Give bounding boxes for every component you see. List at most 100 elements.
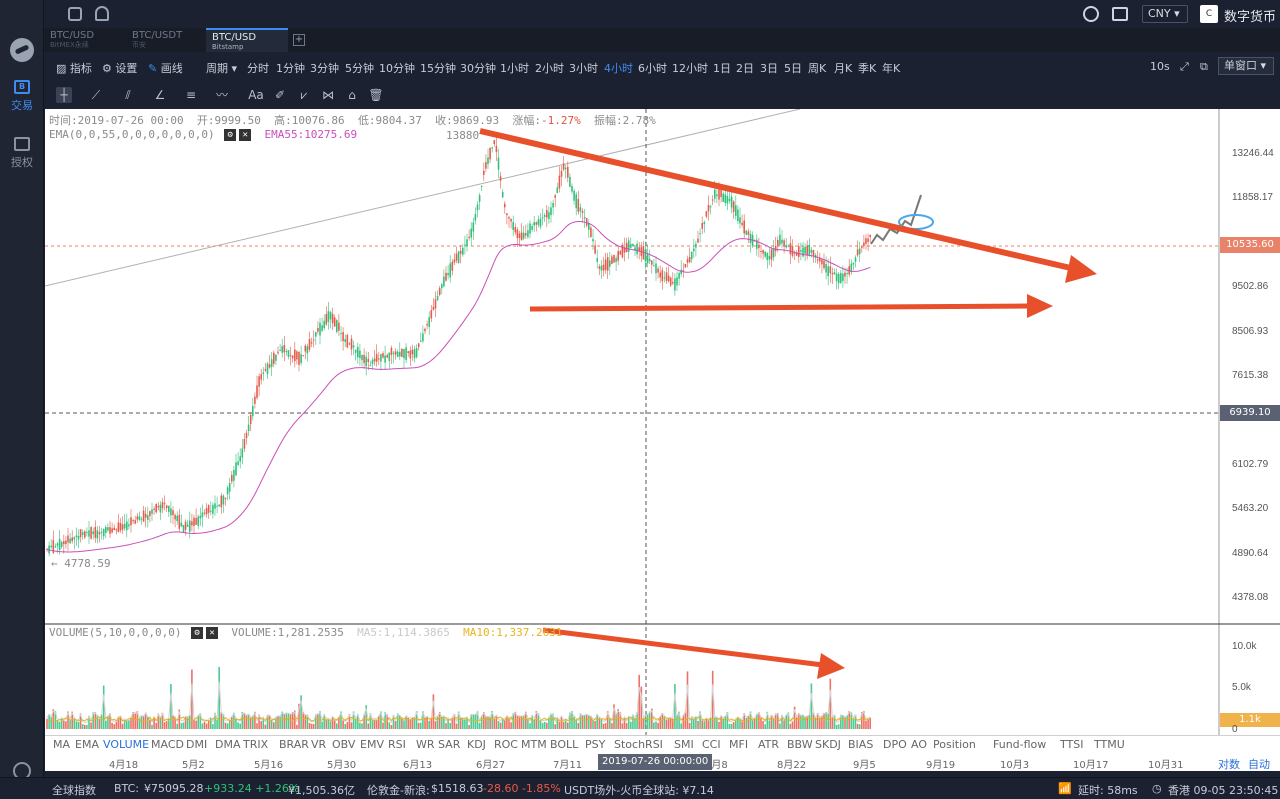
fullscreen-icon[interactable]: ⤢ (1180, 60, 1189, 73)
interval-5[interactable]: 15分钟 (420, 62, 456, 75)
interval-2[interactable]: 3分钟 (310, 62, 339, 75)
wave-icon[interactable]: 〰 (215, 88, 228, 102)
ema-settings-icon[interactable]: ⚙ (224, 129, 237, 141)
indicator-dmi[interactable]: DMI (186, 738, 208, 751)
interval-0[interactable]: 分时 (247, 62, 269, 75)
indicator-obv[interactable]: OBV (332, 738, 356, 751)
indicator-fund-flow[interactable]: Fund-flow (993, 738, 1047, 751)
tshirt-icon[interactable] (1112, 7, 1128, 21)
avatar[interactable]: C (1200, 5, 1218, 23)
indicator-trix[interactable]: TRIX (243, 738, 269, 751)
window-icon[interactable] (68, 7, 82, 21)
interval-19[interactable]: 季K (858, 62, 877, 75)
indicator-volume[interactable]: VOLUME (103, 738, 150, 751)
interval-1[interactable]: 1分钟 (276, 62, 305, 75)
indicator-stochrsi[interactable]: StochRSI (614, 738, 663, 751)
interval-7[interactable]: 1小时 (500, 62, 529, 75)
settings-button[interactable]: ⚙ 设置 (102, 62, 138, 75)
window-mode-select[interactable]: 单窗口 ▾ (1218, 57, 1274, 75)
search-icon[interactable] (1083, 6, 1099, 22)
tab-bitstamp[interactable]: BTC/USD Bitstamp (206, 28, 288, 52)
logo-icon[interactable] (10, 38, 34, 62)
indicator-bbw[interactable]: BBW (787, 738, 813, 751)
indicator-atr[interactable]: ATR (758, 738, 780, 751)
trash-icon[interactable]: 🗑 (368, 88, 384, 102)
tab-bitmex[interactable]: BTC/USD BitMEX永续 (44, 28, 122, 52)
date-tick: 10月3 (1000, 760, 1030, 771)
indicator-cci[interactable]: CCI (702, 738, 721, 751)
global-index[interactable]: 全球指数 (52, 784, 96, 797)
indicator-bias[interactable]: BIAS (848, 738, 874, 751)
chart-panel[interactable]: 时间:2019-07-26 00:00 开:9999.50 高:10076.86… (45, 109, 1280, 735)
fib-icon[interactable]: ⫽ (125, 88, 131, 102)
popout-icon[interactable]: ⧉ (1200, 60, 1208, 73)
indicator-ao[interactable]: AO (911, 738, 927, 751)
interval-20[interactable]: 年K (882, 62, 901, 75)
interval-13[interactable]: 1日 (713, 62, 731, 75)
candlestick-chart[interactable] (45, 109, 1280, 735)
interval-6[interactable]: 30分钟 (460, 62, 496, 75)
period-dropdown[interactable]: 周期 ▾ (206, 62, 238, 75)
hline-icon[interactable]: ≡ (185, 88, 197, 102)
interval-17[interactable]: 周K (808, 62, 827, 75)
indicator-position[interactable]: Position (933, 738, 976, 751)
indicator-wr[interactable]: WR (416, 738, 435, 751)
indicator-vr[interactable]: VR (311, 738, 327, 751)
interval-3[interactable]: 5分钟 (345, 62, 374, 75)
refresh-rate[interactable]: 10s (1150, 60, 1170, 73)
volume-bar (474, 714, 477, 729)
indicator-brar[interactable]: BRAR (279, 738, 309, 751)
indicator-ttsi[interactable]: TTSI (1060, 738, 1084, 751)
indicator-ttmu[interactable]: TTMU (1094, 738, 1125, 751)
interval-14[interactable]: 2日 (736, 62, 754, 75)
indicator-mtm[interactable]: MTM (521, 738, 547, 751)
indicator-mfi[interactable]: MFI (729, 738, 749, 751)
indicator-skdj[interactable]: SKDJ (815, 738, 841, 751)
indicator-button[interactable]: ▨ 指标 (56, 62, 92, 75)
indicator-kdj[interactable]: KDJ (467, 738, 486, 751)
log-scale-toggle[interactable]: 对数 (1218, 758, 1240, 771)
volume-close-icon[interactable]: ✕ (206, 627, 219, 639)
rail-item-trade[interactable]: B 交易 (0, 80, 44, 113)
indicator-dpo[interactable]: DPO (883, 738, 907, 751)
draw-button[interactable]: ✎ 画线 (148, 62, 183, 75)
pattern-icon[interactable]: ⩗ (300, 88, 308, 102)
indicator-smi[interactable]: SMI (674, 738, 694, 751)
interval-11[interactable]: 6小时 (638, 62, 667, 75)
tab-binance[interactable]: BTC/USDT 币安 (126, 28, 204, 52)
indicator-roc[interactable]: ROC (494, 738, 518, 751)
interval-18[interactable]: 月K (834, 62, 853, 75)
interval-4[interactable]: 10分钟 (379, 62, 415, 75)
bell-icon[interactable] (95, 6, 109, 21)
indicator-ema[interactable]: EMA (75, 738, 99, 751)
candle-body (869, 234, 871, 238)
interval-8[interactable]: 2小时 (535, 62, 564, 75)
rail-item-auth[interactable]: 授权 (0, 137, 44, 170)
angle-icon[interactable]: ∠ (154, 88, 166, 102)
add-tab-button[interactable]: + (293, 34, 305, 46)
ema-close-icon[interactable]: ✕ (239, 129, 252, 141)
crosshair-icon[interactable]: ┼ (56, 87, 72, 103)
measure-icon[interactable]: ⋈ (322, 88, 334, 102)
interval-16[interactable]: 5日 (784, 62, 802, 75)
ruler-icon[interactable]: ✐ (274, 88, 286, 102)
candle-body (653, 265, 655, 267)
text-icon[interactable]: Aa (248, 88, 264, 102)
lock-icon[interactable]: ⌂ (348, 88, 356, 102)
indicator-ma[interactable]: MA (53, 738, 71, 751)
indicator-emv[interactable]: EMV (360, 738, 384, 751)
volume-settings-icon[interactable]: ⚙ (191, 627, 204, 639)
indicator-sar[interactable]: SAR (438, 738, 461, 751)
indicator-dma[interactable]: DMA (215, 738, 241, 751)
indicator-boll[interactable]: BOLL (550, 738, 579, 751)
indicator-psy[interactable]: PSY (585, 738, 606, 751)
currency-select[interactable]: CNY ▾ (1142, 5, 1188, 23)
indicator-macd[interactable]: MACD (151, 738, 184, 751)
auto-scale-toggle[interactable]: 自动 (1248, 758, 1270, 771)
interval-9[interactable]: 3小时 (569, 62, 598, 75)
interval-12[interactable]: 12小时 (672, 62, 708, 75)
interval-15[interactable]: 3日 (760, 62, 778, 75)
trendline-icon[interactable]: ⟋ (91, 88, 101, 102)
interval-10[interactable]: 4小时 (604, 62, 633, 75)
indicator-rsi[interactable]: RSI (388, 738, 406, 751)
